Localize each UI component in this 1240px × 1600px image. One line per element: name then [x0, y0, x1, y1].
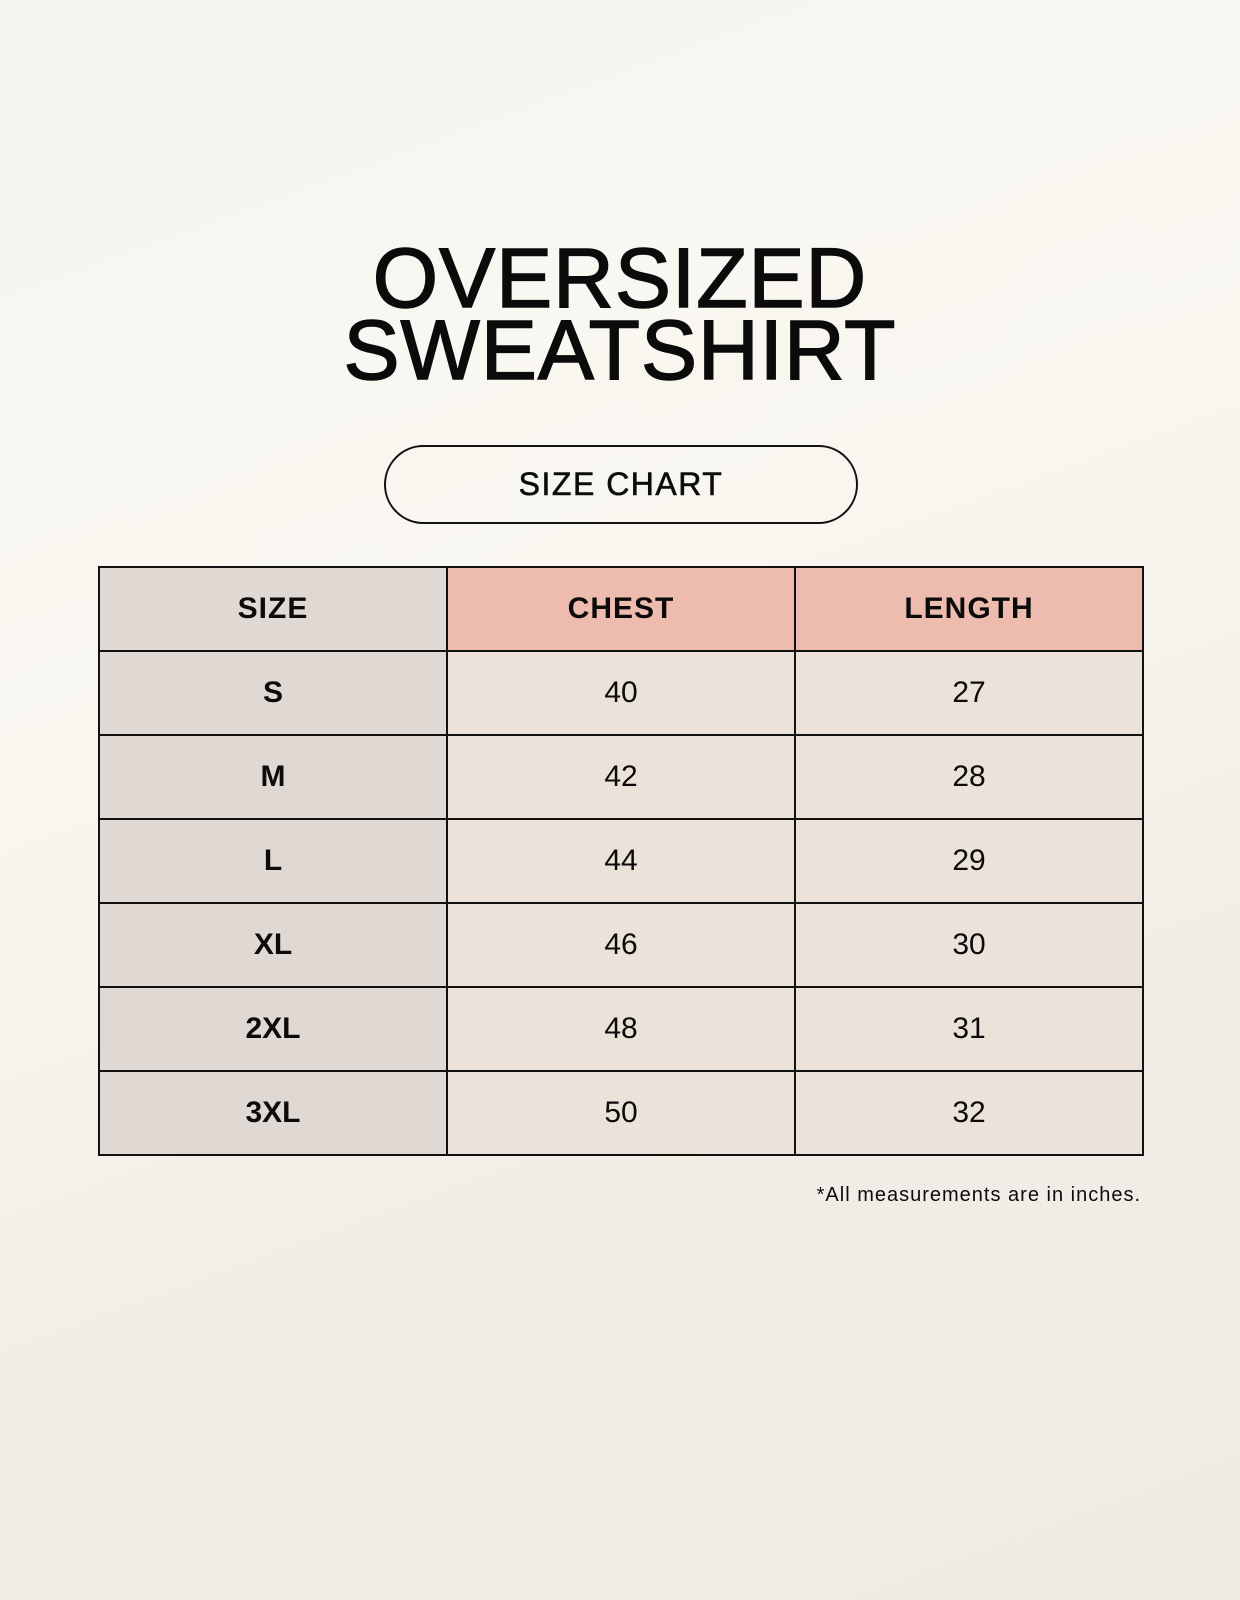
cell-chest: 46 — [446, 902, 796, 988]
size-chart-badge: SIZE CHART — [384, 445, 858, 524]
title-line-1: OVERSIZED — [372, 231, 868, 325]
page-title: OVERSIZED SWEATSHIRT — [0, 231, 1240, 397]
table-row: M 42 28 — [98, 734, 1144, 820]
table-row: 3XL 50 32 — [98, 1070, 1144, 1156]
cell-size: 2XL — [98, 986, 448, 1072]
title-line-2: SWEATSHIRT — [343, 303, 897, 397]
cell-chest: 40 — [446, 650, 796, 736]
cell-chest: 50 — [446, 1070, 796, 1156]
cell-length: 32 — [794, 1070, 1144, 1156]
cell-size: 3XL — [98, 1070, 448, 1156]
header-row: SIZE CHEST LENGTH — [98, 566, 1144, 652]
header-size: SIZE — [98, 566, 448, 652]
table-row: L 44 29 — [98, 818, 1144, 904]
cell-chest: 44 — [446, 818, 796, 904]
cell-chest: 42 — [446, 734, 796, 820]
cell-length: 28 — [794, 734, 1144, 820]
table-row: 2XL 48 31 — [98, 986, 1144, 1072]
cell-length: 30 — [794, 902, 1144, 988]
cell-length: 31 — [794, 986, 1144, 1072]
cell-length: 27 — [794, 650, 1144, 736]
table-row: S 40 27 — [98, 650, 1144, 736]
size-chart-label: SIZE CHART — [518, 466, 724, 503]
cell-size: XL — [98, 902, 448, 988]
cell-size: M — [98, 734, 448, 820]
size-table: SIZE CHEST LENGTH S 40 27 M 42 28 L 44 29 XL 46 30 2… — [98, 566, 1144, 1156]
cell-length: 29 — [794, 818, 1144, 904]
footnote: *All measurements are in inches. — [816, 1184, 1141, 1206]
cell-size: S — [98, 650, 448, 736]
cell-chest: 48 — [446, 986, 796, 1072]
table-row: XL 46 30 — [98, 902, 1144, 988]
cell-size: L — [98, 818, 448, 904]
header-chest: CHEST — [446, 566, 796, 652]
header-length: LENGTH — [794, 566, 1144, 652]
